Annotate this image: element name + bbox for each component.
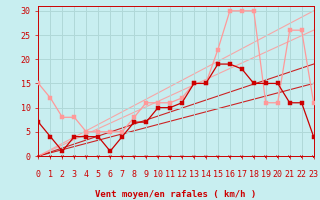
- X-axis label: Vent moyen/en rafales ( km/h ): Vent moyen/en rafales ( km/h ): [95, 190, 257, 199]
